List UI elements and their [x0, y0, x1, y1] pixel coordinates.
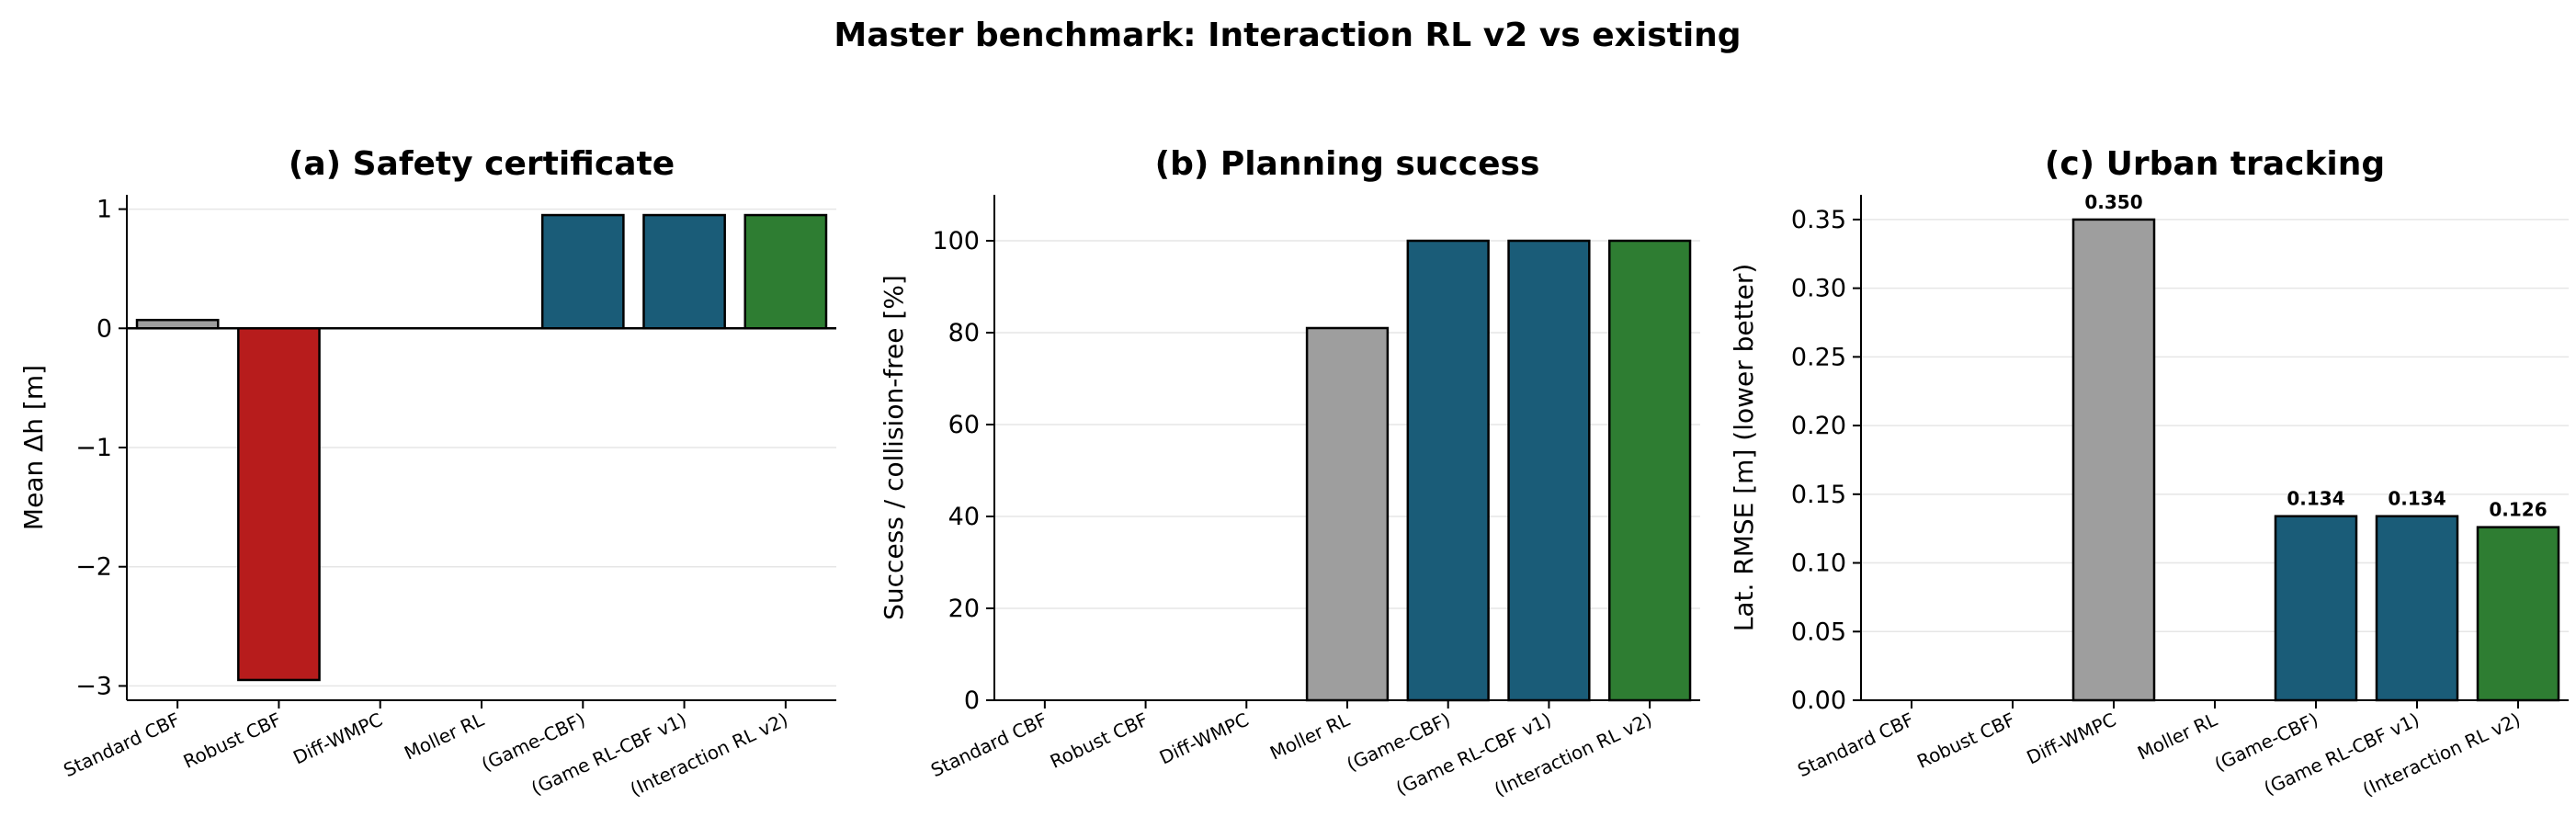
bar-5 — [2274, 515, 2358, 702]
x-tick-label: Moller RL — [401, 708, 488, 764]
y-tick-label: 0.00 — [1791, 686, 1846, 715]
y-tick-label: 0.25 — [1791, 343, 1846, 371]
y-axis-label: Success / collision-free [%] — [879, 275, 909, 620]
y-tick-label: 0.35 — [1791, 206, 1846, 234]
y-tick-label: 80 — [948, 319, 980, 347]
y-tick-label: −1 — [75, 434, 112, 462]
x-tick-label: Moller RL — [2134, 708, 2221, 764]
y-tick-label: 100 — [932, 227, 980, 255]
x-tick-label: Robust CBF — [1913, 709, 2018, 773]
data-label: 0.134 — [2388, 488, 2445, 510]
y-tick-label: 60 — [948, 411, 980, 439]
panel-3: 0.350 0.134 0.134 0.126 0.00 0.05 0.10 0.15 0.20… — [1729, 145, 2569, 800]
panel-title: (a) Safety certificate — [289, 145, 675, 183]
y-tick-label: 40 — [948, 503, 980, 531]
panel-title: (c) Urban tracking — [2045, 145, 2385, 183]
x-tick-label: Diff-WMPC — [1156, 709, 1253, 769]
y-tick-label: −3 — [75, 672, 112, 700]
x-tick-label: Moller RL — [1266, 708, 1354, 764]
y-tick-label: 0 — [964, 686, 980, 715]
bar-7 — [1608, 239, 1692, 702]
x-tick-label: Robust CBF — [180, 709, 285, 773]
y-tick-label: 1 — [96, 196, 112, 224]
bar-6 — [2375, 515, 2459, 702]
panel-title: (b) Planning success — [1155, 145, 1540, 183]
x-tick-label: Robust CBF — [1047, 709, 1152, 773]
y-tick-label: 0.30 — [1791, 275, 1846, 303]
bar-2 — [237, 327, 321, 682]
y-tick-label: 0.05 — [1791, 618, 1846, 646]
y-tick-label: 0.20 — [1791, 412, 1846, 440]
data-label: 0.126 — [2489, 499, 2547, 521]
bar-1 — [135, 318, 220, 330]
x-tick-label: Standard CBF — [927, 709, 1050, 781]
y-tick-label: −2 — [75, 553, 112, 582]
bar-7 — [743, 213, 828, 330]
y-tick-label: 0.10 — [1791, 550, 1846, 578]
figure-title: Master benchmark: Interaction RL v2 vs e… — [834, 17, 1741, 54]
y-axis-label: Mean Δh [m] — [18, 365, 49, 530]
bar-4 — [1305, 326, 1390, 702]
y-tick-label: 0.15 — [1791, 481, 1846, 509]
y-axis-label: Lat. RMSE [m] (lower better) — [1729, 264, 1759, 632]
bar-5 — [1406, 239, 1490, 702]
bar-5 — [540, 213, 625, 330]
x-tick-label: Diff-WMPC — [289, 709, 386, 769]
data-label: 0.134 — [2287, 488, 2344, 510]
bar-6 — [1507, 239, 1591, 702]
data-label: 0.350 — [2084, 191, 2142, 213]
bar-3 — [2071, 218, 2156, 702]
x-tick-label: Diff-WMPC — [2024, 709, 2120, 769]
bar-7 — [2476, 526, 2560, 702]
x-tick-label: Standard CBF — [1794, 709, 1917, 781]
y-tick-label: 20 — [948, 595, 980, 623]
x-tick-label: Standard CBF — [60, 709, 183, 781]
y-tick-label: 0 — [96, 314, 112, 343]
bar-6 — [642, 213, 726, 330]
